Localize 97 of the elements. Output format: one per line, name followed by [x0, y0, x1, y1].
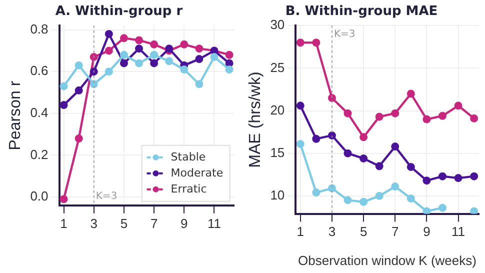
point — [296, 140, 304, 148]
point — [120, 34, 128, 42]
x-tick-label: 11 — [207, 216, 221, 231]
x-tick-label: 5 — [120, 216, 128, 231]
y-axis-title: MAE (hrs/wk) — [247, 72, 264, 168]
x-tick-label: 3 — [328, 224, 336, 240]
y-tick-label: 0.0 — [30, 188, 48, 204]
point — [90, 52, 98, 61]
point — [225, 50, 234, 59]
point — [74, 86, 83, 94]
x-tick-label: 9 — [423, 224, 430, 240]
point — [470, 172, 478, 180]
point — [360, 133, 368, 142]
point — [180, 40, 188, 48]
point — [120, 50, 128, 59]
point — [422, 176, 431, 185]
point — [74, 134, 83, 142]
x-tick-label: 3 — [90, 216, 98, 231]
point — [210, 52, 218, 61]
point — [225, 66, 234, 74]
chart-title: B. Within-group MAE — [285, 4, 438, 20]
point — [454, 174, 462, 182]
point — [135, 36, 144, 44]
point — [422, 207, 431, 214]
point — [150, 50, 158, 59]
point — [296, 38, 304, 47]
point — [195, 80, 204, 88]
legend-label: Stable — [170, 150, 206, 164]
x-tick-label: 7 — [150, 216, 158, 231]
x-tick-label: 11 — [452, 224, 466, 240]
point — [328, 184, 336, 192]
y-tick-label: 0.4 — [30, 104, 48, 120]
chart-title: A. Within-group r — [55, 4, 184, 20]
point — [60, 195, 68, 204]
point — [312, 38, 320, 47]
point — [104, 46, 113, 55]
point — [135, 44, 144, 53]
point — [312, 188, 320, 197]
point — [375, 112, 384, 121]
point — [90, 68, 98, 76]
point — [360, 154, 368, 162]
point — [180, 66, 188, 74]
point — [150, 59, 158, 68]
point — [360, 198, 368, 206]
point — [195, 44, 204, 53]
point — [391, 109, 400, 118]
point — [344, 109, 352, 118]
y-tick-label: 10 — [270, 187, 285, 202]
point — [135, 59, 144, 68]
point — [104, 68, 113, 76]
x-tick-label: 1 — [60, 216, 68, 231]
y-axis-title: Pearson r — [7, 80, 24, 150]
point — [375, 192, 384, 200]
ref-line-label: K=3 — [334, 29, 356, 40]
point — [406, 162, 415, 171]
legend-label: Moderate — [170, 166, 224, 180]
point — [344, 149, 352, 158]
point — [391, 182, 400, 191]
point — [312, 134, 320, 143]
x-tick-label: 9 — [180, 216, 188, 231]
point — [328, 131, 336, 140]
y-tick-label: 0.2 — [30, 146, 48, 162]
y-tick-label: 25 — [270, 60, 285, 75]
point — [344, 196, 352, 204]
y-tick-label: 20 — [270, 102, 285, 118]
y-tick-label: 0.6 — [30, 63, 48, 78]
x-axis-title: Observation window K (weeks) — [298, 252, 476, 268]
point — [391, 142, 400, 151]
point — [225, 59, 234, 68]
point — [120, 59, 128, 68]
point — [60, 101, 68, 110]
point — [438, 172, 446, 180]
point — [470, 114, 478, 122]
point — [195, 55, 204, 64]
y-tick-label: 0.8 — [30, 21, 48, 36]
x-tick-label: 5 — [360, 224, 368, 240]
point — [438, 112, 446, 120]
point — [60, 82, 68, 90]
point — [165, 57, 174, 66]
x-tick-label: 7 — [392, 224, 399, 240]
y-tick-label: 30 — [270, 17, 285, 32]
point — [422, 115, 431, 124]
point — [470, 207, 478, 214]
legend-label: Erratic — [170, 182, 207, 196]
ref-line-label: K=3 — [96, 190, 118, 202]
y-tick-label: 15 — [270, 144, 285, 160]
point — [150, 40, 158, 48]
point — [328, 94, 336, 102]
point — [406, 90, 415, 98]
point — [406, 194, 415, 202]
x-tick-label: 1 — [296, 224, 304, 240]
point — [375, 162, 384, 170]
point — [104, 30, 113, 38]
point — [74, 61, 83, 70]
point — [296, 102, 304, 110]
point — [438, 204, 446, 212]
point — [454, 102, 462, 110]
